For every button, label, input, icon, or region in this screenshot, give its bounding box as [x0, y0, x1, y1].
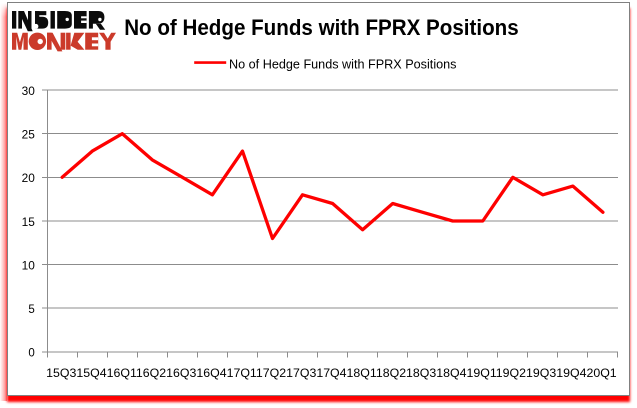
svg-text:15Q315Q416Q116Q216Q316Q417Q117: 15Q315Q416Q116Q216Q316Q417Q117Q217Q317Q4… — [46, 368, 617, 380]
svg-text:No of Hedge Funds with FPRX Po: No of Hedge Funds with FPRX Positions — [124, 15, 519, 40]
svg-text:0: 0 — [28, 347, 34, 359]
svg-text:5: 5 — [28, 304, 34, 316]
svg-text:No of Hedge Funds with FPRX Po: No of Hedge Funds with FPRX Positions — [229, 57, 457, 71]
svg-text:10: 10 — [22, 260, 35, 272]
svg-text:15: 15 — [22, 217, 35, 229]
svg-text:20: 20 — [22, 173, 35, 185]
svg-text:30: 30 — [22, 86, 35, 98]
svg-text:25: 25 — [22, 130, 35, 142]
